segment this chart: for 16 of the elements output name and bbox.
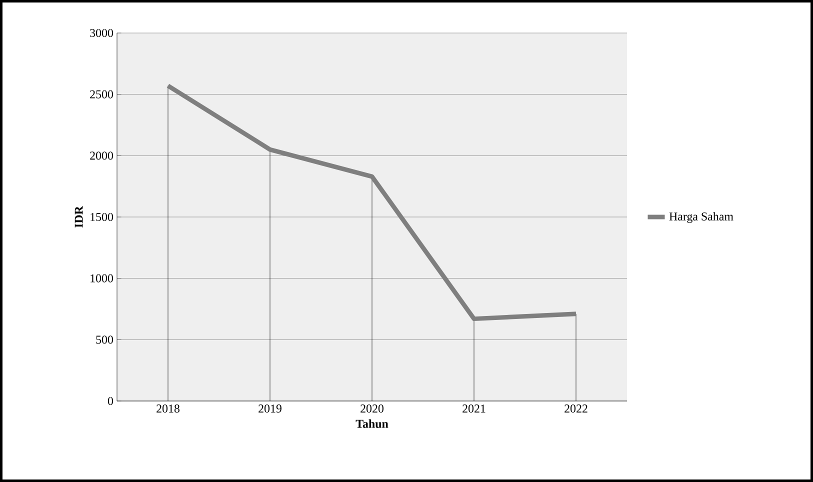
x-tick-label: 2022 <box>564 404 588 413</box>
line-series <box>166 83 578 322</box>
y-axis-title: IDR <box>74 206 83 228</box>
y-tick-label: 500 <box>96 336 114 344</box>
y-tick-label: 1500 <box>90 212 114 222</box>
y-tick-label: 2000 <box>90 152 114 160</box>
x-tick-label: 2018 <box>156 404 180 413</box>
x-tick-label: 2021 <box>462 404 486 413</box>
y-tick-label: 1000 <box>90 274 114 282</box>
x-tick-label: 2020 <box>360 404 384 413</box>
y-tick-label: 2500 <box>90 90 114 98</box>
x-axis-title: Tahun <box>356 419 388 428</box>
y-tick-label: 0 <box>108 396 114 406</box>
y-tick-label: 3000 <box>90 28 114 38</box>
x-tick-label: 2019 <box>258 404 282 413</box>
legend-label: Harga Saham <box>669 212 734 223</box>
